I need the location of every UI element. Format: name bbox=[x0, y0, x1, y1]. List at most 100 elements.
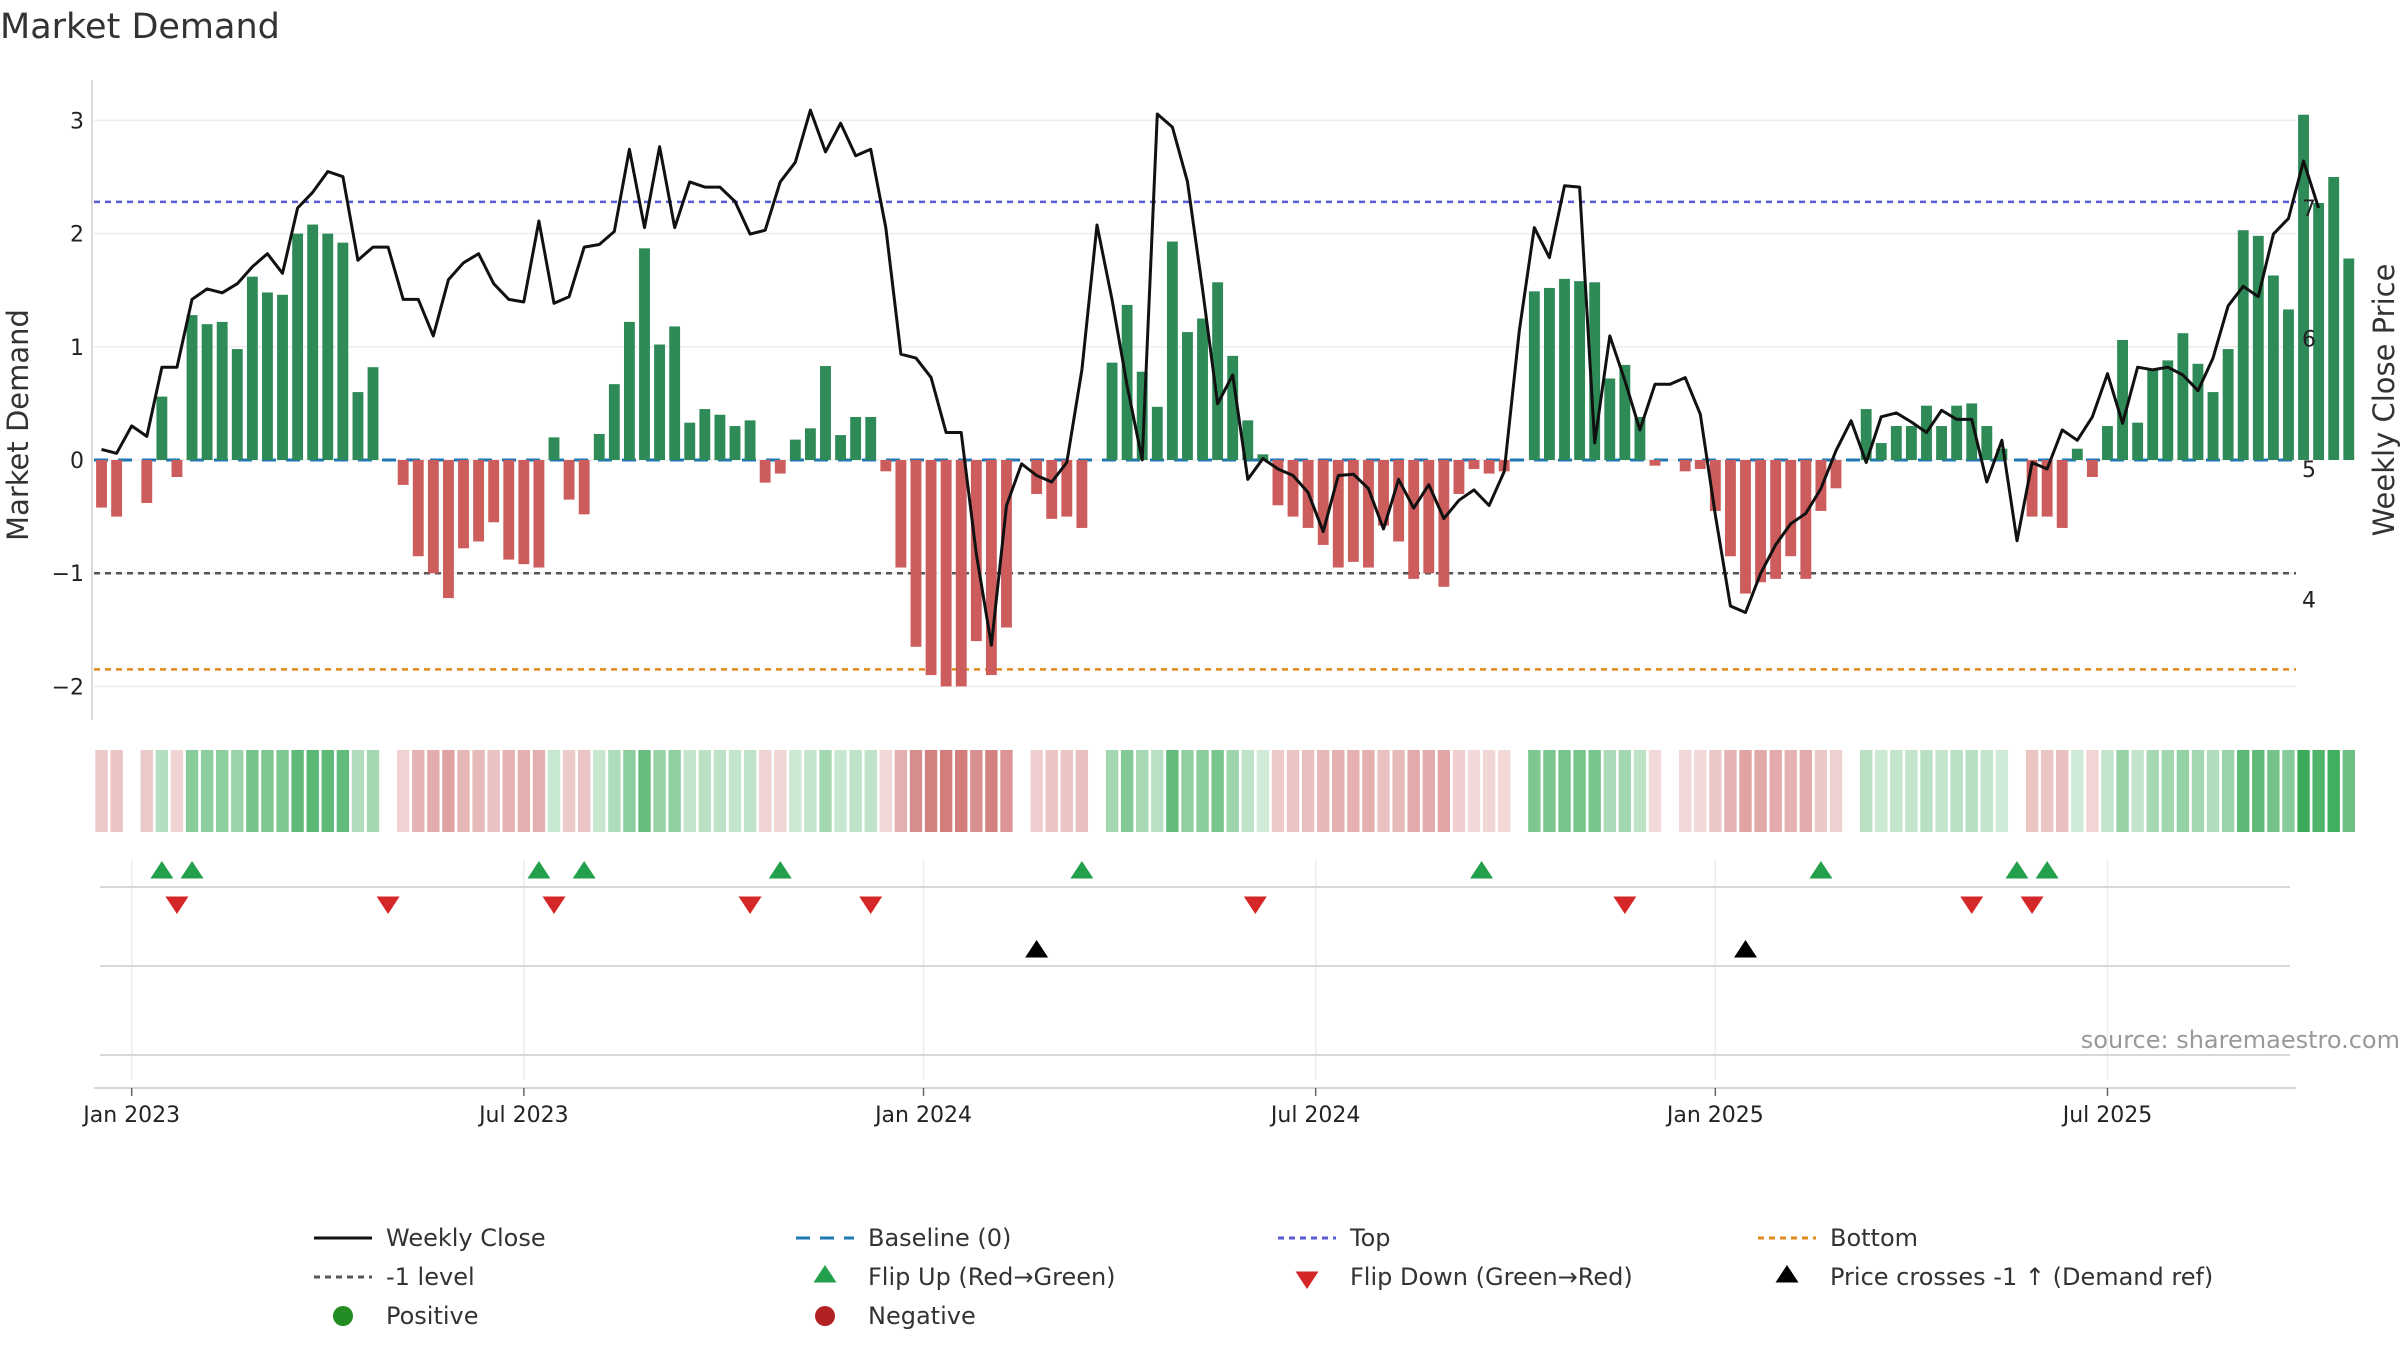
positive-bar bbox=[1966, 403, 1978, 460]
negative-bar bbox=[1453, 460, 1465, 494]
demand-heat-strip bbox=[95, 750, 2355, 832]
heat-cell bbox=[2191, 750, 2205, 832]
heat-cell bbox=[1754, 750, 1767, 832]
positive-bar bbox=[1619, 364, 1631, 460]
negative-bar bbox=[563, 460, 575, 500]
heat-cell bbox=[955, 750, 968, 832]
negative-bar bbox=[488, 460, 500, 523]
positive-bar bbox=[654, 344, 666, 460]
positive-bar bbox=[1905, 426, 1917, 460]
positive-bar bbox=[593, 433, 605, 460]
x-tick-label: Jan 2023 bbox=[81, 1103, 180, 1128]
negative-bar bbox=[1046, 460, 1058, 519]
negative-bar bbox=[925, 460, 937, 676]
positive-bar bbox=[729, 426, 741, 460]
heat-cell bbox=[1890, 750, 1903, 832]
positive-bar bbox=[2313, 203, 2325, 460]
heat-cell bbox=[728, 750, 742, 832]
reference-lines bbox=[94, 200, 2296, 671]
heat-cell bbox=[457, 750, 470, 832]
heat-cell bbox=[532, 750, 546, 832]
left-tick-label: 1 bbox=[70, 336, 84, 361]
positive-bar bbox=[367, 367, 379, 460]
positive-bar bbox=[699, 409, 711, 460]
heat-cell bbox=[698, 750, 712, 832]
heat-cell bbox=[1859, 750, 1873, 832]
negative-bar bbox=[96, 460, 107, 508]
heat-cell bbox=[2206, 750, 2220, 832]
flip-down-marker bbox=[2020, 896, 2044, 914]
right-tick-label: 7 bbox=[2302, 197, 2316, 222]
heat-cell bbox=[246, 750, 259, 832]
legend-swatch bbox=[813, 1265, 837, 1283]
positive-bar bbox=[262, 292, 273, 460]
flip-up-marker bbox=[768, 861, 792, 879]
positive-bar bbox=[2102, 426, 2113, 460]
positive-bar bbox=[1212, 282, 1224, 460]
negative-bar bbox=[443, 460, 454, 599]
negative-bar bbox=[2041, 460, 2053, 517]
legend-swatch bbox=[1295, 1271, 1319, 1289]
negative-bar bbox=[774, 460, 786, 474]
positive-bar bbox=[2328, 177, 2340, 460]
negative-bar bbox=[1483, 460, 1495, 474]
weekly-close-line bbox=[101, 108, 2321, 647]
heat-cell bbox=[2086, 750, 2099, 832]
heat-cell bbox=[1196, 750, 1209, 832]
heat-cell bbox=[2221, 750, 2235, 832]
heat-cell bbox=[804, 750, 817, 832]
heat-cell bbox=[1618, 750, 1632, 832]
heat-cell bbox=[1075, 750, 1089, 832]
legend-item-bottom: Bottom bbox=[1758, 1224, 1918, 1252]
heat-cell bbox=[2342, 750, 2355, 832]
legend-item-negative: Negative bbox=[815, 1302, 976, 1330]
heat-cell bbox=[502, 750, 515, 832]
positive-bar bbox=[307, 224, 319, 460]
negative-bar bbox=[141, 460, 153, 504]
legend-swatch bbox=[815, 1306, 835, 1326]
right-axis-label: Weekly Close Price bbox=[2367, 264, 2400, 537]
left-tick-label: −2 bbox=[52, 675, 84, 700]
heat-cell bbox=[1935, 750, 1948, 832]
heat-cell bbox=[321, 750, 334, 832]
legend-label: Positive bbox=[386, 1302, 479, 1330]
heat-cell bbox=[1301, 750, 1315, 832]
heat-cell bbox=[758, 750, 772, 832]
right-tick-label: 6 bbox=[2302, 328, 2316, 353]
negative-bar bbox=[1061, 460, 1073, 517]
heat-cell bbox=[1166, 750, 1179, 832]
positive-bar bbox=[1981, 426, 1993, 460]
legend-swatch bbox=[333, 1306, 353, 1326]
positive-bar bbox=[820, 366, 831, 460]
negative-bar bbox=[1076, 460, 1088, 528]
heat-cell bbox=[1422, 750, 1435, 832]
heat-cell bbox=[713, 750, 727, 832]
heat-cell bbox=[397, 750, 410, 832]
heat-cell bbox=[1905, 750, 1918, 832]
positive-bar bbox=[337, 242, 349, 460]
heat-cell bbox=[638, 750, 651, 832]
left-axis-ticks: 3 2 1 0 −1 −2 bbox=[52, 109, 84, 700]
negative-bar bbox=[1830, 460, 1842, 489]
legend-label: Weekly Close bbox=[386, 1224, 546, 1252]
heat-cell bbox=[1407, 750, 1420, 832]
heat-cell bbox=[1875, 750, 1888, 832]
negative-bar bbox=[1770, 460, 1782, 579]
x-tick-label: Jan 2025 bbox=[1665, 1103, 1764, 1128]
legend-label: Bottom bbox=[1830, 1224, 1918, 1252]
heat-cell bbox=[834, 750, 847, 832]
positive-bar bbox=[1604, 378, 1616, 460]
negative-bar bbox=[1468, 460, 1480, 470]
positive-bar bbox=[1182, 332, 1193, 460]
positive-bar bbox=[352, 392, 364, 460]
heat-cell bbox=[185, 750, 199, 832]
negative-bar bbox=[427, 460, 439, 574]
heat-cell bbox=[1528, 750, 1541, 832]
positive-bar bbox=[835, 435, 846, 460]
heat-cell bbox=[442, 750, 455, 832]
negative-bar bbox=[955, 460, 967, 687]
negative-bar bbox=[1347, 460, 1359, 562]
heat-cell bbox=[1633, 750, 1647, 832]
price-cross-marker bbox=[1734, 940, 1757, 958]
heat-cell bbox=[155, 750, 169, 832]
